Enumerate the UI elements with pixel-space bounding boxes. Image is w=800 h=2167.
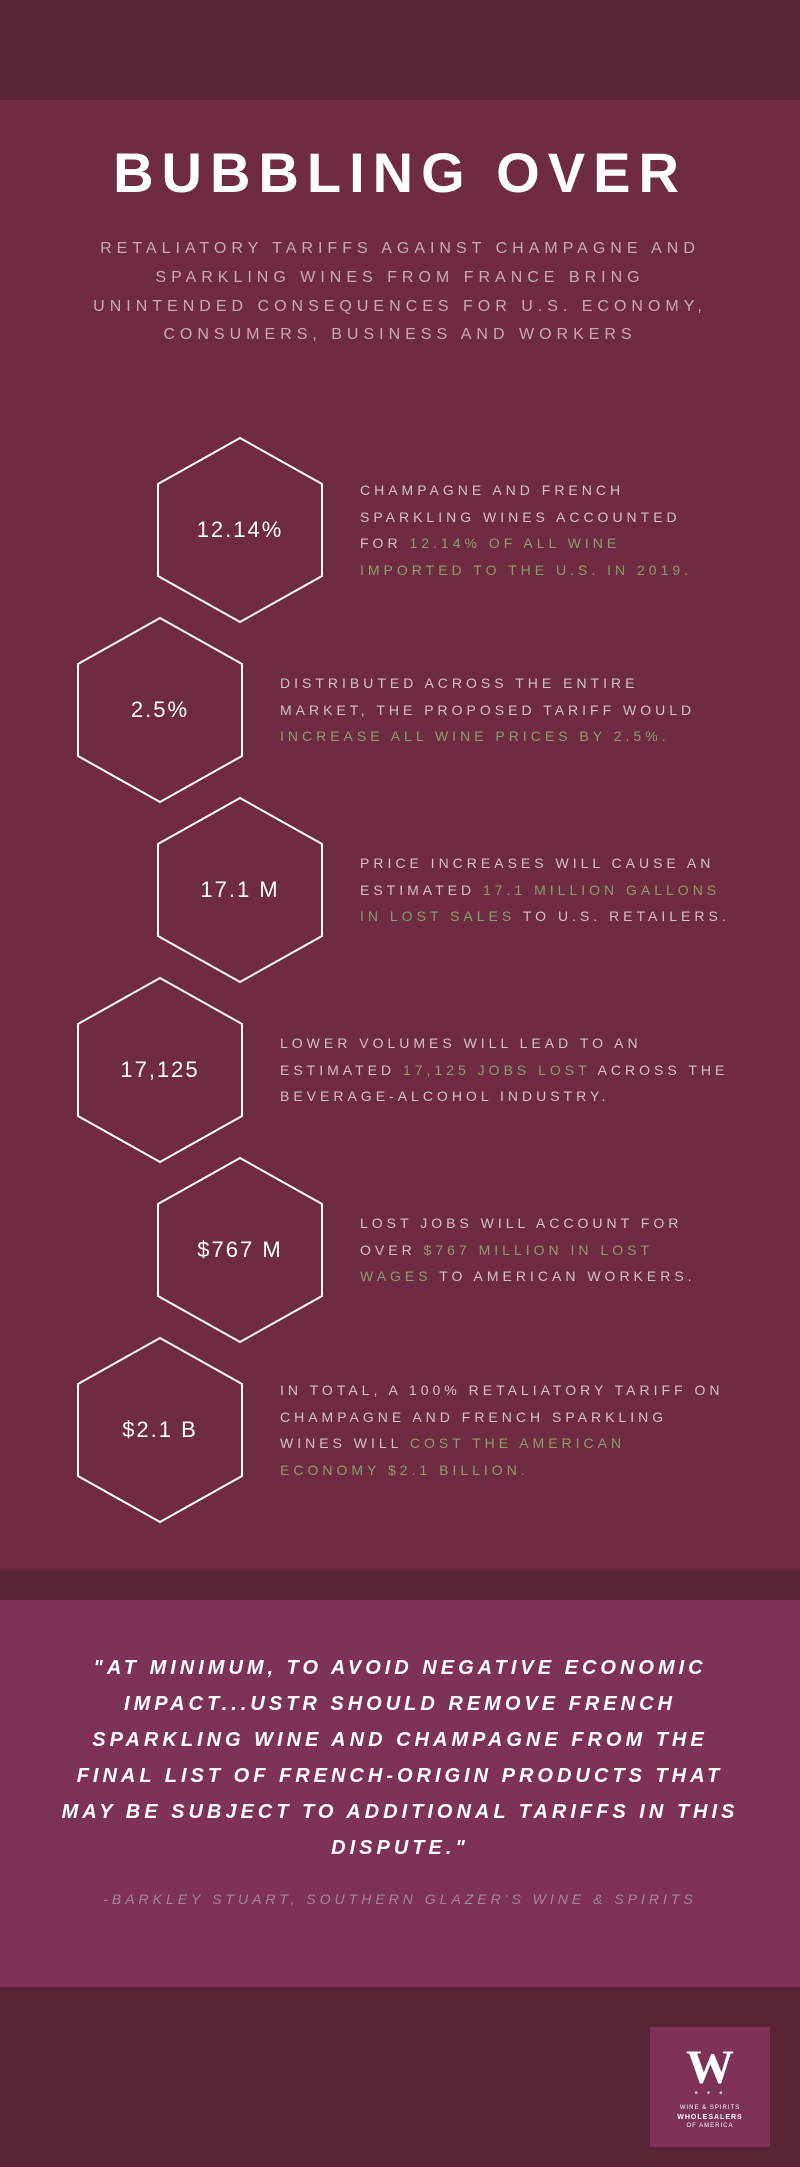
- stat-description: LOWER VOLUMES WILL LEAD TO AN ESTIMATED …: [250, 1030, 750, 1110]
- stat-row: 17,125 LOWER VOLUMES WILL LEAD TO AN ESTI…: [50, 970, 750, 1170]
- stat-value: 17.1 M: [200, 877, 279, 903]
- hexagon-icon: $767 M: [150, 1150, 330, 1350]
- stats-list: 12.14% CHAMPAGNE AND FRENCH SPARKLING WIN…: [50, 430, 750, 1530]
- stat-row: $2.1 B IN TOTAL, A 100% RETALIATORY TARIF…: [50, 1330, 750, 1530]
- page-subtitle: RETALIATORY TARIFFS AGAINST CHAMPAGNE AN…: [90, 235, 710, 350]
- hexagon-icon: 2.5%: [70, 610, 250, 810]
- quote-block: "AT MINIMUM, TO AVOID NEGATIVE ECONOMIC …: [0, 1600, 800, 1987]
- stat-value: $767 M: [197, 1237, 282, 1263]
- stat-row: $767 M LOST JOBS WILL ACCOUNT FOR OVER $7…: [50, 1150, 750, 1350]
- stat-row: 12.14% CHAMPAGNE AND FRENCH SPARKLING WIN…: [50, 430, 750, 630]
- separator: [0, 1570, 800, 1600]
- header-spacer: [0, 0, 800, 100]
- logo-letter: W: [686, 2044, 734, 2092]
- logo: W • • • WINE & SPIRITS WHOLESALERS OF AM…: [650, 2027, 770, 2147]
- logo-dots: • • •: [694, 2088, 725, 2099]
- logo-line1: WINE & SPIRITS: [680, 2105, 740, 2111]
- page-title: BUBBLING OVER: [50, 140, 750, 205]
- quote-attribution: -BARKLEY STUART, SOUTHERN GLAZER'S WINE …: [60, 1891, 740, 1907]
- hexagon-icon: 17.1 M: [150, 790, 330, 990]
- stat-description: LOST JOBS WILL ACCOUNT FOR OVER $767 MIL…: [330, 1210, 750, 1290]
- hexagon-icon: 17,125: [70, 970, 250, 1170]
- footer: W • • • WINE & SPIRITS WHOLESALERS OF AM…: [0, 1987, 800, 2167]
- logo-line2: WHOLESALERS: [677, 2114, 742, 2121]
- hexagon-icon: 12.14%: [150, 430, 330, 630]
- logo-line3: OF AMERICA: [686, 2123, 733, 2129]
- logo-text: WINE & SPIRITS WHOLESALERS OF AMERICA: [677, 2105, 742, 2130]
- stat-description: DISTRIBUTED ACROSS THE ENTIRE MARKET, TH…: [250, 670, 750, 750]
- stat-description: IN TOTAL, A 100% RETALIATORY TARIFF ON C…: [250, 1377, 750, 1483]
- stat-value: 17,125: [120, 1057, 199, 1083]
- stat-value: 2.5%: [131, 697, 189, 723]
- stat-value: $2.1 B: [122, 1417, 198, 1443]
- stat-row: 2.5% DISTRIBUTED ACROSS THE ENTIRE MARKET…: [50, 610, 750, 810]
- quote-text: "AT MINIMUM, TO AVOID NEGATIVE ECONOMIC …: [60, 1650, 740, 1866]
- stat-value: 12.14%: [197, 517, 284, 543]
- stat-description: CHAMPAGNE AND FRENCH SPARKLING WINES ACC…: [330, 477, 750, 583]
- stat-row: 17.1 M PRICE INCREASES WILL CAUSE AN ESTI…: [50, 790, 750, 990]
- stat-description: PRICE INCREASES WILL CAUSE AN ESTIMATED …: [330, 850, 750, 930]
- hexagon-icon: $2.1 B: [70, 1330, 250, 1530]
- main-content: BUBBLING OVER RETALIATORY TARIFFS AGAINS…: [0, 100, 800, 1570]
